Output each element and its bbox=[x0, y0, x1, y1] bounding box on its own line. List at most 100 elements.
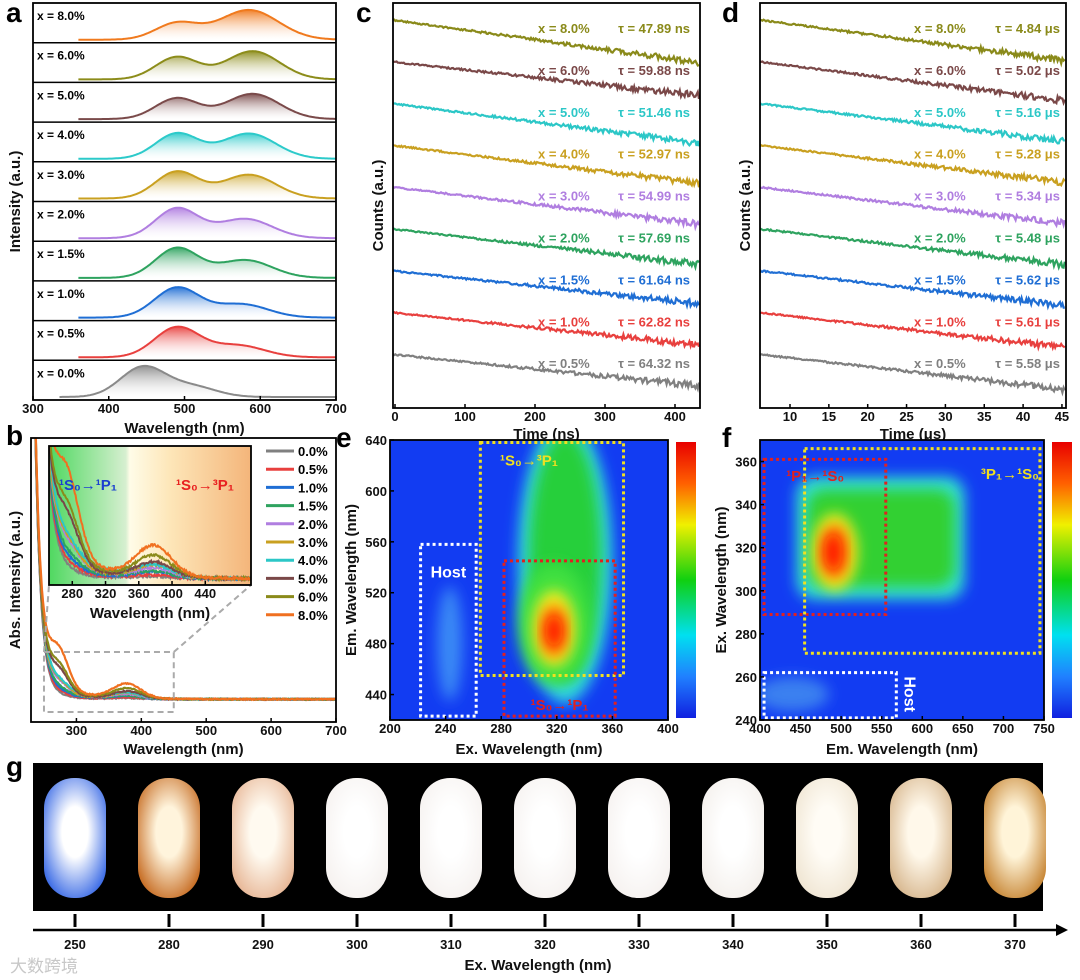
y-tick-label: 360 bbox=[735, 455, 757, 470]
sample-capsule-370 bbox=[984, 778, 1046, 898]
x-tick-label: 280 bbox=[490, 721, 512, 736]
sample-capsule-300 bbox=[326, 778, 388, 898]
excitation-wavelength-label: 330 bbox=[628, 937, 650, 952]
legend-label: 3.0% bbox=[298, 535, 328, 550]
plot-frame bbox=[389, 439, 669, 721]
x-tick-label: 700 bbox=[325, 723, 347, 738]
decay-curve bbox=[393, 18, 700, 67]
sample-capsule-360 bbox=[890, 778, 952, 898]
y-axis-label: Em. Wavelength (nm) bbox=[343, 504, 360, 656]
spectrum-line bbox=[78, 8, 336, 41]
y-tick-label: 280 bbox=[735, 627, 757, 642]
series-label: x = 0.5% bbox=[914, 356, 966, 371]
x-tick-label: 700 bbox=[325, 401, 347, 416]
x-tick-label: 300 bbox=[22, 401, 44, 416]
absorption-curve bbox=[34, 438, 336, 702]
intensity-peak bbox=[437, 586, 463, 701]
excitation-wavelength-label: 360 bbox=[910, 937, 932, 952]
sample-capsule-340 bbox=[702, 778, 764, 898]
x-tick-label: 500 bbox=[174, 401, 196, 416]
x-tick-label: 600 bbox=[911, 721, 933, 736]
lifetime-label: τ = 5.02 μs bbox=[995, 63, 1060, 78]
series-label: x = 5.0% bbox=[538, 105, 590, 120]
region-box bbox=[502, 559, 617, 718]
x-tick-label: 440 bbox=[194, 586, 216, 601]
spectrum-line bbox=[78, 170, 336, 200]
panel-e-heatmap: 200 240 280 320 360 400 440 480 520 560 600 640 Ex. … bbox=[343, 433, 696, 758]
sample-capsule-320 bbox=[514, 778, 576, 898]
series-label: x = 5.0% bbox=[37, 88, 85, 102]
panel-f-heatmap: 400 450 500 550 600 650 700 750 240 260 280 300 320 3… bbox=[713, 439, 1072, 758]
lifetime-label: τ = 5.61 μs bbox=[995, 314, 1060, 329]
decay-curve bbox=[393, 144, 700, 189]
heatmap-image bbox=[760, 440, 1044, 720]
panel-a-emission-spectra: x = 8.0% x = 6.0% x = 5.0% x = 4.0% x = 3.0%… bbox=[7, 2, 347, 437]
x-tick-label: 400 bbox=[749, 721, 771, 736]
legend-label: 2.0% bbox=[298, 517, 328, 532]
excitation-wavelength-label: 320 bbox=[534, 937, 556, 952]
panel-label-g: g bbox=[6, 751, 23, 782]
x-tick-label: 200 bbox=[379, 721, 401, 736]
lifetime-label: τ = 54.99 ns bbox=[618, 189, 690, 204]
intensity-peak bbox=[824, 532, 842, 572]
x-tick-label: 240 bbox=[435, 721, 457, 736]
decay-curve bbox=[393, 352, 700, 393]
intensity-peak bbox=[545, 614, 563, 648]
legend: 0.0% 0.5% 1.0% 1.5% 2.0% 3.0% 4.0% 5.0% 6.0% 8.0% bbox=[266, 444, 328, 623]
y-tick-label: 480 bbox=[365, 637, 387, 652]
panel-d-decay: x = 8.0% τ = 4.84 μs x = 6.0% τ = 5.02 μs x … bbox=[737, 2, 1069, 443]
spectrum-line bbox=[59, 364, 336, 398]
region-label: ¹P₁→¹S₀ bbox=[786, 468, 844, 485]
y-tick-label: 240 bbox=[735, 713, 757, 728]
lifetime-label: τ = 5.34 μs bbox=[995, 189, 1060, 204]
y-tick-label: 260 bbox=[735, 670, 757, 685]
spectrum-fill bbox=[78, 247, 337, 278]
x-tick-label: 280 bbox=[61, 586, 83, 601]
region-box bbox=[478, 441, 626, 677]
x-tick-label: 320 bbox=[546, 721, 568, 736]
plot-frame bbox=[759, 2, 1067, 409]
x-tick-label: 45 bbox=[1055, 409, 1069, 424]
series-label: x = 2.0% bbox=[37, 208, 85, 222]
decay-curves bbox=[393, 18, 700, 393]
y-tick-label: 560 bbox=[365, 535, 387, 550]
series-label: x = 0.5% bbox=[37, 327, 85, 341]
panel-b-absorption: 300 400 500 600 700 Wavelength (nm) Abs. Inten… bbox=[7, 437, 347, 758]
x-tick-label: 500 bbox=[830, 721, 852, 736]
x-tick-label: 40 bbox=[1016, 409, 1030, 424]
excitation-wavelength-label: 300 bbox=[346, 937, 368, 952]
spectrum-line bbox=[78, 246, 336, 279]
zoom-connector bbox=[173, 584, 252, 653]
spectrum-fill bbox=[78, 326, 337, 358]
spectrum-fill bbox=[78, 9, 337, 40]
series-label: x = 6.0% bbox=[914, 63, 966, 78]
legend-label: 1.0% bbox=[298, 480, 328, 495]
y-axis-label: Ex. Wavelength (nm) bbox=[713, 507, 730, 654]
inset-curves bbox=[49, 446, 251, 583]
lifetime-label: τ = 5.28 μs bbox=[995, 147, 1060, 162]
x-tick-label: 300 bbox=[66, 723, 88, 738]
spectrum-line bbox=[78, 92, 336, 121]
decay-curve bbox=[760, 102, 1066, 145]
legend-label: 8.0% bbox=[298, 608, 328, 623]
region-label: ¹S₀→¹P₁ bbox=[531, 697, 589, 714]
decay-curve bbox=[760, 311, 1066, 352]
plot-frame bbox=[392, 2, 701, 409]
sample-capsule-310 bbox=[420, 778, 482, 898]
series-label: x = 1.0% bbox=[37, 287, 85, 301]
spectrum-line bbox=[78, 325, 336, 359]
panel-label-e: e bbox=[336, 422, 352, 453]
region-label-host: Host bbox=[900, 676, 917, 712]
inset-x-axis-label: Wavelength (nm) bbox=[90, 605, 210, 622]
spectrum-line bbox=[78, 131, 337, 160]
legend-label: 6.0% bbox=[298, 590, 328, 605]
plot-frame bbox=[48, 445, 252, 586]
x-tick-label: 650 bbox=[952, 721, 974, 736]
x-tick-label: 700 bbox=[993, 721, 1015, 736]
region-box bbox=[762, 671, 898, 720]
panel-label-c: c bbox=[356, 0, 372, 28]
lifetime-label: τ = 57.69 ns bbox=[618, 231, 690, 246]
excitation-wavelength-label: 290 bbox=[252, 937, 274, 952]
y-axis-label: Counts (a.u.) bbox=[370, 160, 387, 252]
